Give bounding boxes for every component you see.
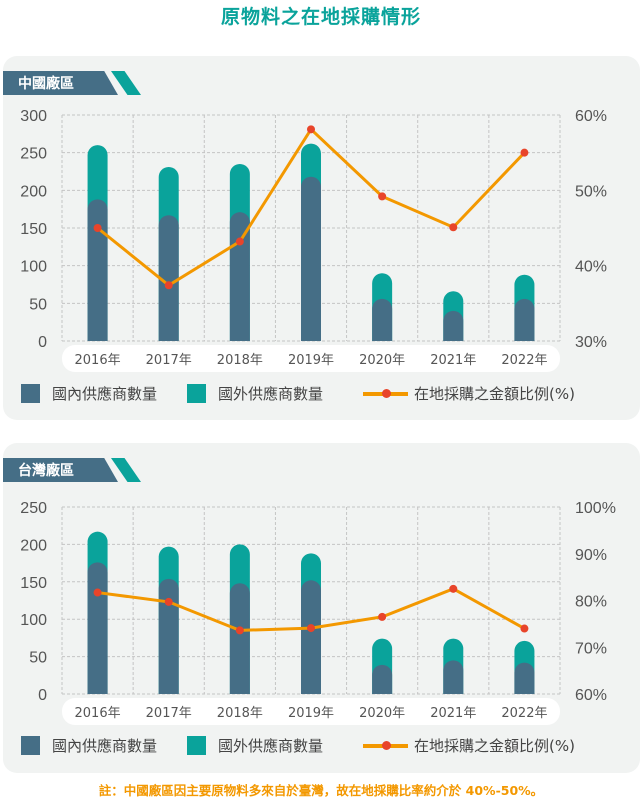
ratio-marker: [520, 148, 529, 157]
x-tick-label: 2021年: [430, 706, 476, 721]
y-tick-label: 200: [20, 183, 47, 200]
y-tick-label: 50: [29, 650, 47, 667]
x-tick-label: 2020年: [359, 353, 405, 368]
x-tick-label: 2016年: [75, 706, 121, 721]
y2-tick-label: 40%: [575, 259, 607, 276]
china-title: 中國廠區: [18, 76, 74, 92]
x-axis-band: [62, 698, 560, 725]
page-title: 原物料之在地採購情形: [220, 6, 421, 28]
taiwan-title: 台灣廠區: [18, 463, 74, 479]
x-tick-label: 2017年: [146, 706, 192, 721]
bar-domestic: [301, 580, 321, 694]
y2-tick-label: 100%: [575, 500, 616, 517]
x-tick-label: 2019年: [288, 353, 334, 368]
x-tick-label: 2022年: [501, 706, 547, 721]
taiwan-legend: 國內供應商數量 國外供應商數量 在地採購之金額比例(%): [21, 735, 605, 756]
ratio-marker: [93, 588, 102, 597]
legend-domestic: 國內供應商數量: [52, 385, 158, 403]
x-tick-label: 2018年: [217, 706, 263, 721]
bar-domestic: [87, 562, 108, 694]
y-tick-label: 150: [20, 221, 47, 238]
ratio-marker: [520, 624, 529, 633]
legend-ratio: 在地採購之金額比例(%): [414, 385, 575, 403]
y-tick-label: 250: [20, 500, 47, 517]
x-tick-label: 2019年: [288, 706, 334, 721]
ratio-swatch: [363, 740, 409, 750]
ratio-swatch: [363, 388, 409, 398]
x-tick-label: 2022年: [501, 353, 547, 368]
y-tick-label: 250: [20, 146, 47, 163]
ratio-marker: [378, 192, 387, 201]
y2-tick-label: 90%: [575, 547, 607, 564]
bar-domestic: [87, 199, 108, 341]
foreign-swatch: [187, 736, 207, 755]
y-tick-label: 50: [29, 296, 47, 313]
x-tick-label: 2020年: [359, 706, 405, 721]
y-tick-label: 100: [20, 612, 47, 629]
ratio-marker: [449, 584, 458, 593]
domestic-swatch: [21, 384, 40, 403]
bar-domestic: [229, 583, 250, 694]
y2-tick-label: 60%: [575, 108, 607, 125]
bar-domestic: [372, 298, 393, 341]
china-chart: 0 50 100 150 200 250 300 30% 40% 50% 60% 2016年 2017年…: [20, 108, 607, 372]
china-legend: 國內供應商數量 國外供應商數量 在地採購之金額比例(%): [21, 383, 605, 404]
ratio-marker: [307, 624, 315, 633]
ratio-marker: [378, 612, 387, 621]
ratio-marker: [164, 281, 173, 290]
y-tick-label: 300: [20, 108, 47, 125]
y-tick-label: 150: [20, 575, 47, 592]
y-tick-label: 0: [38, 687, 47, 704]
taiwan-tag: 台灣廠區: [3, 458, 141, 482]
y-tick-label: 100: [20, 259, 47, 276]
y2-tick-label: 50%: [575, 183, 607, 200]
legend-foreign: 國外供應商數量: [218, 737, 324, 755]
footnote: 註：中國廠區因主要原物料多來自於臺灣，故在地採購比率約介於 40%-50%。: [98, 783, 544, 798]
bar-domestic: [443, 660, 464, 694]
ratio-marker: [164, 597, 173, 606]
bar-domestic: [158, 578, 179, 694]
bar-domestic: [301, 176, 321, 341]
bar-domestic: [514, 298, 535, 341]
y-tick-label: 200: [20, 537, 47, 554]
legend-domestic: 國內供應商數量: [52, 737, 158, 755]
x-tick-label: 2018年: [217, 353, 263, 368]
ratio-marker: [235, 237, 244, 246]
bar-domestic: [158, 215, 179, 341]
bar-domestic: [514, 662, 535, 694]
x-tick-label: 2016年: [75, 353, 121, 368]
ratio-marker: [93, 224, 102, 232]
bar-domestic: [443, 310, 464, 341]
x-tick-label: 2021年: [430, 353, 476, 368]
legend-foreign: 國外供應商數量: [218, 385, 324, 403]
y2-tick-label: 80%: [575, 594, 607, 611]
x-axis-band: [62, 345, 560, 372]
legend-ratio: 在地採購之金額比例(%): [414, 737, 575, 755]
ratio-marker: [449, 223, 458, 232]
y2-tick-label: 70%: [575, 640, 607, 657]
domestic-swatch: [21, 736, 40, 755]
y-tick-label: 0: [38, 334, 47, 351]
y2-tick-label: 60%: [575, 687, 607, 704]
foreign-swatch: [187, 384, 207, 403]
ratio-marker: [235, 626, 244, 635]
ratio-marker: [307, 125, 315, 134]
x-tick-label: 2017年: [146, 353, 192, 368]
y2-tick-label: 30%: [575, 334, 607, 351]
bar-domestic: [372, 664, 393, 694]
